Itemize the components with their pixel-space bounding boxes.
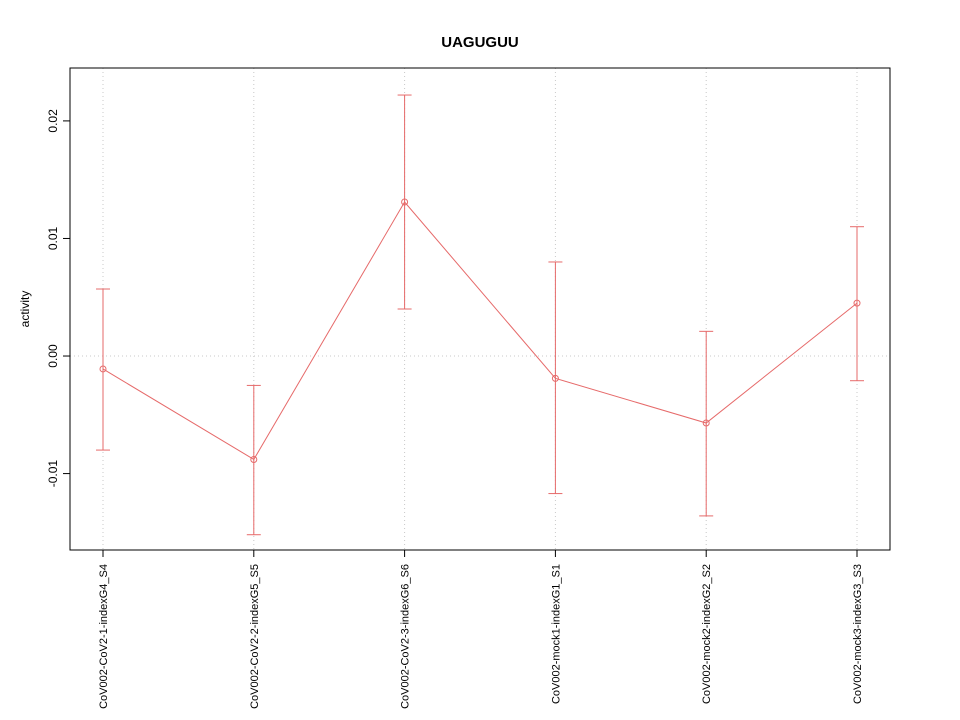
y-tick-label: 0.02 bbox=[46, 109, 60, 133]
y-tick-label: 0.00 bbox=[46, 344, 60, 368]
y-tick-label: 0.01 bbox=[46, 226, 60, 250]
x-tick-label: CoV002-CoV2-2-indexG5_S5 bbox=[249, 564, 261, 709]
data-point-marker bbox=[702, 419, 710, 427]
x-tick-label: CoV002-mock1-indexG1_S1 bbox=[550, 564, 562, 704]
x-tick-label: CoV002-CoV2-1-indexG4_S4 bbox=[98, 564, 110, 709]
x-tick-label: CoV002-mock3-indexG3_S3 bbox=[852, 564, 864, 704]
chart-title: UAGUGUU bbox=[441, 34, 519, 51]
y-axis-label: activity bbox=[18, 290, 32, 328]
series-line bbox=[102, 201, 858, 461]
plot-border bbox=[69, 67, 891, 551]
data-point-marker bbox=[250, 455, 258, 463]
y-tick-label: -0.01 bbox=[46, 460, 60, 488]
data-point-marker bbox=[99, 365, 107, 373]
data-point-marker bbox=[401, 198, 409, 206]
x-tick-label: CoV002-mock2-indexG2_S2 bbox=[701, 564, 713, 704]
x-tick-label: CoV002-CoV2-3-indexG6_S6 bbox=[400, 564, 412, 709]
data-point-marker bbox=[853, 299, 861, 307]
data-point-marker bbox=[551, 374, 559, 382]
